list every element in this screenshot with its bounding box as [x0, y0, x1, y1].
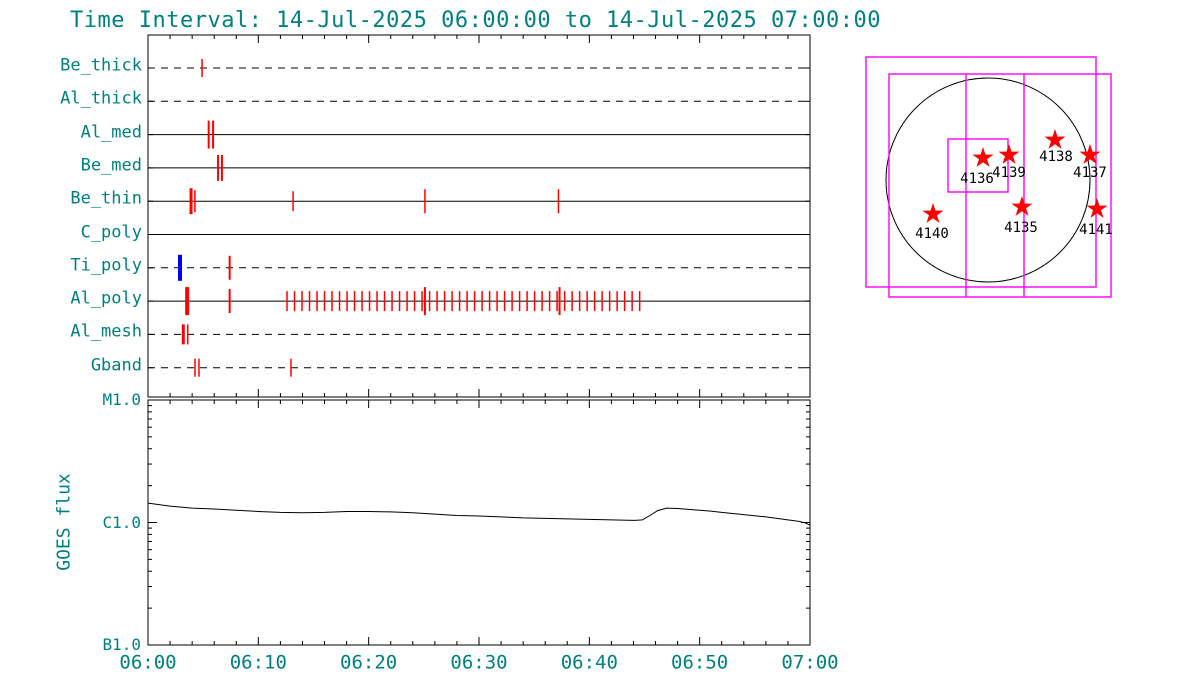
active-region-star-4137 [1079, 144, 1101, 164]
row-label-Ti_poly: Ti_poly [70, 255, 142, 276]
active-region-star-4138 [1044, 129, 1066, 149]
active-region-label-4139: 4139 [992, 165, 1026, 181]
row-label-Al_med: Al_med [80, 122, 142, 143]
row-label-Al_poly: Al_poly [70, 288, 142, 309]
fov-box [947, 138, 1009, 193]
goes-y-tick-label-C1.0: C1.0 [102, 512, 141, 532]
fov-box [888, 73, 1112, 298]
active-region-label-4138: 4138 [1039, 149, 1073, 165]
timeline-panel-border [147, 34, 811, 398]
solar-limb-circle [885, 77, 1091, 283]
goes-panel-border [147, 399, 811, 646]
active-region-star-4139 [998, 144, 1020, 164]
row-label-Be_thin: Be_thin [70, 188, 142, 209]
row-label-Be_med: Be_med [80, 155, 142, 176]
time-interval-title: Time Interval: 14-Jul-2025 06:00:00 to 1… [70, 8, 881, 33]
x-axis-label-06:20: 06:20 [340, 651, 398, 674]
row-label-Al_thick: Al_thick [60, 88, 142, 109]
row-label-Al_mesh: Al_mesh [70, 321, 142, 342]
x-axis-label-06:00: 06:00 [119, 651, 177, 674]
active-region-star-4141 [1086, 198, 1108, 218]
active-region-star-4140 [922, 203, 944, 223]
goes-flux-axis-title: GOES flux [53, 473, 75, 571]
x-axis-label-06:30: 06:30 [450, 651, 508, 674]
row-label-Gband: Gband [90, 355, 142, 376]
active-region-star-4135 [1011, 196, 1033, 216]
active-region-label-4140: 4140 [915, 226, 949, 242]
goes-flux-curve [147, 502, 811, 526]
active-region-label-4141: 4141 [1079, 222, 1113, 238]
row-label-Be_thick: Be_thick [60, 55, 142, 76]
goes-y-tick-label-M1.0: M1.0 [102, 390, 141, 409]
x-axis-label-07:00: 07:00 [781, 651, 839, 674]
goes-y-tick-label-B1.0: B1.0 [102, 635, 141, 654]
x-axis-label-06:10: 06:10 [229, 651, 287, 674]
active-region-star-4136 [972, 147, 994, 167]
fov-box [865, 56, 1097, 288]
x-axis-label-06:40: 06:40 [560, 651, 618, 674]
active-region-label-4137: 4137 [1073, 165, 1107, 181]
x-axis-label-06:50: 06:50 [671, 651, 729, 674]
active-region-label-4135: 4135 [1004, 220, 1038, 236]
active-region-label-4136: 4136 [960, 171, 994, 187]
row-label-C_poly: C_poly [80, 222, 142, 242]
